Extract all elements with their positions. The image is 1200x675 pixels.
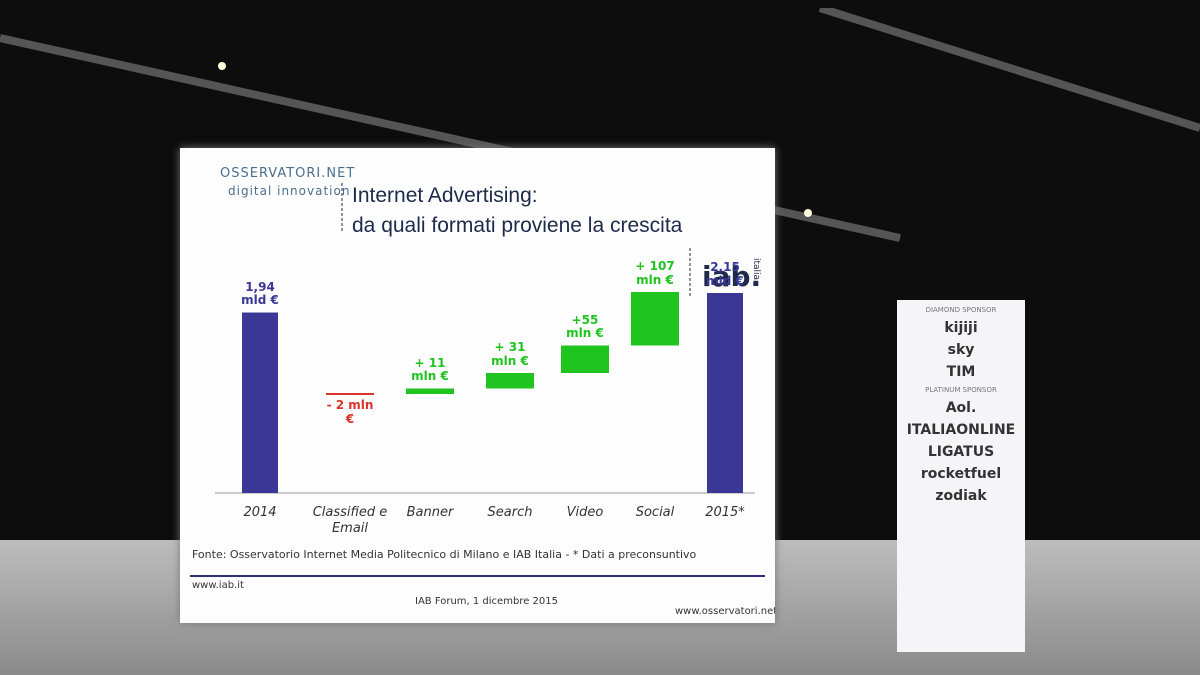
sponsor-banner: DIAMOND SPONSOR kijiji sky TIM PLATINUM SPON… <box>897 300 1025 652</box>
increase-bar <box>406 388 454 394</box>
source: Fonte: Osservatorio Internet Media Polit… <box>192 548 697 561</box>
value-label: + 107 mln € <box>635 259 675 287</box>
sponsor: sky <box>947 342 975 358</box>
x-tick-label: Search <box>487 505 533 520</box>
footer-center: IAB Forum, 1 dicembre 2015 <box>415 596 558 607</box>
logo: iab. <box>702 260 762 293</box>
x-tick-label: Banner <box>406 505 454 520</box>
sponsor: rocketfuel <box>920 466 1002 482</box>
decrease-bar <box>326 393 374 395</box>
sponsor: zodiak <box>935 488 987 504</box>
sponsor: LIGATUS <box>927 444 995 460</box>
value-label: 1,94 mld € <box>241 279 279 308</box>
value-label: - 2 mln € <box>326 398 374 426</box>
value-label: + 11 mln € <box>411 355 449 384</box>
total-bar <box>242 312 278 493</box>
sponsor: ITALIAONLINE <box>906 422 1016 438</box>
x-tick-label: Video <box>566 505 604 520</box>
spotlight <box>218 62 226 70</box>
increase-bar <box>561 345 609 373</box>
sponsor: kijiji <box>944 320 978 336</box>
logo-sub: italia <box>751 257 762 281</box>
x-tick-label: 2014 <box>243 505 277 520</box>
sponsor: TIM <box>946 364 976 380</box>
footer-right: www.osservatori.net <box>675 606 775 617</box>
x-tick-label: Classified e Email <box>312 505 388 536</box>
slide: OSSERVATORI.NET digital innovation Inter… <box>180 148 775 623</box>
footer-left: www.iab.it <box>192 580 244 591</box>
sponsor: DIAMOND SPONSOR <box>925 306 997 314</box>
spotlight <box>804 209 812 217</box>
truss-beam <box>818 8 1200 132</box>
brand: OSSERVATORI.NET <box>220 166 356 181</box>
chart <box>190 183 765 577</box>
brand-tagline: digital innovation <box>228 184 351 198</box>
value-label: 2,15 mld € <box>706 260 744 288</box>
value-label: +55 mln € <box>566 312 604 341</box>
sponsor: Aol. <box>945 400 977 416</box>
x-tick-label: Social <box>635 505 675 520</box>
x-tick-label: 2015* <box>705 505 745 520</box>
chart-subtitle: da quali formati proviene la crescita <box>352 214 683 237</box>
increase-bar <box>631 292 679 346</box>
increase-bar <box>486 373 534 389</box>
chart-title: Internet Advertising: <box>352 184 538 207</box>
sponsor: PLATINUM SPONSOR <box>925 386 997 394</box>
total-bar <box>707 293 743 493</box>
value-label: + 31 mln € <box>491 340 529 368</box>
